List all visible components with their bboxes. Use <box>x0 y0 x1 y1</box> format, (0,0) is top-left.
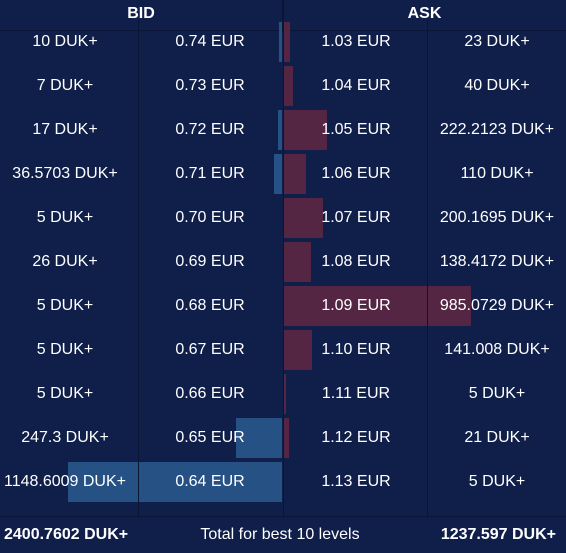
column-divider <box>427 20 428 516</box>
bid-depth-bar <box>279 22 282 62</box>
bid-price: 0.67 EUR <box>175 341 245 358</box>
order-levels: 10 DUK+ 0.74 EUR 1.03 EUR 23 DUK+ 7 DUK+ 0.73… <box>0 20 566 504</box>
ask-quantity: 200.1695 DUK+ <box>439 209 555 226</box>
ask-quantity: 5 DUK+ <box>468 473 526 490</box>
ask-depth-bar <box>284 154 306 194</box>
bid-price: 0.74 EUR <box>175 33 245 50</box>
ask-price: 1.09 EUR <box>321 297 391 314</box>
ask-price: 1.10 EUR <box>321 341 391 358</box>
ask-quantity: 5 DUK+ <box>468 385 526 402</box>
ask-price: 1.12 EUR <box>321 429 391 446</box>
bid-quantity: 17 DUK+ <box>32 121 98 138</box>
bid-price: 0.66 EUR <box>175 385 245 402</box>
order-level-row[interactable]: 17 DUK+ 0.72 EUR 1.05 EUR 222.2123 DUK+ <box>0 108 566 152</box>
ask-quantity: 141.008 DUK+ <box>444 341 550 358</box>
ask-depth-bar <box>284 198 323 238</box>
bid-total: 2400.7602 DUK+ <box>4 526 129 543</box>
bid-quantity: 5 DUK+ <box>36 297 94 314</box>
ask-price: 1.04 EUR <box>321 77 391 94</box>
ask-column-header[interactable]: ASK <box>407 5 442 22</box>
bid-price: 0.65 EUR <box>175 429 245 446</box>
ask-quantity: 110 DUK+ <box>460 165 534 182</box>
bid-price: 0.69 EUR <box>175 253 245 270</box>
ask-price: 1.05 EUR <box>321 121 391 138</box>
bid-quantity: 26 DUK+ <box>32 253 98 270</box>
ask-quantity: 23 DUK+ <box>464 33 530 50</box>
ask-price: 1.07 EUR <box>321 209 391 226</box>
order-level-row[interactable]: 5 DUK+ 0.66 EUR 1.11 EUR 5 DUK+ <box>0 372 566 416</box>
column-divider <box>138 20 139 516</box>
ask-price: 1.13 EUR <box>321 473 391 490</box>
order-level-row[interactable]: 1148.6009 DUK+ 0.64 EUR 1.13 EUR 5 DUK+ <box>0 460 566 504</box>
ask-price: 1.06 EUR <box>321 165 391 182</box>
ask-price: 1.03 EUR <box>321 33 391 50</box>
ask-depth-bar <box>284 330 312 370</box>
bid-price: 0.73 EUR <box>175 77 245 94</box>
order-level-row[interactable]: 26 DUK+ 0.69 EUR 1.08 EUR 138.4172 DUK+ <box>0 240 566 284</box>
order-level-row[interactable]: 5 DUK+ 0.68 EUR 1.09 EUR 985.0729 DUK+ <box>0 284 566 328</box>
ask-depth-bar <box>284 242 311 282</box>
totals-label: Total for best 10 levels <box>200 526 360 543</box>
bid-depth-bar <box>68 462 282 502</box>
ask-quantity: 40 DUK+ <box>464 77 530 94</box>
ask-quantity: 21 DUK+ <box>464 429 530 446</box>
order-level-row[interactable]: 7 DUK+ 0.73 EUR 1.04 EUR 40 DUK+ <box>0 64 566 108</box>
bid-quantity: 5 DUK+ <box>36 341 94 358</box>
bid-depth-bar <box>236 418 282 458</box>
order-level-row[interactable]: 5 DUK+ 0.70 EUR 1.07 EUR 200.1695 DUK+ <box>0 196 566 240</box>
ask-quantity: 138.4172 DUK+ <box>439 253 555 270</box>
bid-quantity: 1148.6009 DUK+ <box>3 473 126 490</box>
order-level-row[interactable]: 36.5703 DUK+ 0.71 EUR 1.06 EUR 110 DUK+ <box>0 152 566 196</box>
bid-quantity: 10 DUK+ <box>32 33 98 50</box>
bid-quantity: 36.5703 DUK+ <box>12 165 118 182</box>
bid-quantity: 247.3 DUK+ <box>21 429 109 446</box>
order-level-row[interactable]: 5 DUK+ 0.67 EUR 1.10 EUR 141.008 DUK+ <box>0 328 566 372</box>
ask-depth-bar <box>284 374 286 414</box>
bid-depth-bar <box>278 110 282 150</box>
ask-depth-bar <box>284 66 293 106</box>
bid-price: 0.68 EUR <box>175 297 245 314</box>
order-level-row[interactable]: 247.3 DUK+ 0.65 EUR 1.12 EUR 21 DUK+ <box>0 416 566 460</box>
bid-column-header[interactable]: BID <box>0 0 283 30</box>
ask-depth-bar <box>284 286 471 326</box>
ask-price: 1.08 EUR <box>321 253 391 270</box>
bid-quantity: 7 DUK+ <box>36 77 94 94</box>
bid-price: 0.71 EUR <box>175 165 245 182</box>
bid-price: 0.70 EUR <box>175 209 245 226</box>
order-level-row[interactable]: 10 DUK+ 0.74 EUR 1.03 EUR 23 DUK+ <box>0 20 566 64</box>
ask-depth-bar <box>284 110 327 150</box>
bid-quantity: 5 DUK+ <box>36 385 94 402</box>
bid-quantity: 5 DUK+ <box>36 209 94 226</box>
ask-quantity: 985.0729 DUK+ <box>439 297 555 314</box>
ask-depth-bar <box>284 418 289 458</box>
bid-price: 0.64 EUR <box>175 473 245 490</box>
ask-quantity: 222.2123 DUK+ <box>439 121 555 138</box>
ask-depth-bar <box>284 22 290 62</box>
totals-footer: 2400.7602 DUK+ Total for best 10 levels … <box>0 516 566 553</box>
bid-depth-bar <box>274 154 282 194</box>
bid-price: 0.72 EUR <box>175 121 245 138</box>
center-divider <box>283 0 284 516</box>
ask-total: 1237.597 DUK+ <box>440 526 556 543</box>
ask-price: 1.11 EUR <box>321 385 391 402</box>
